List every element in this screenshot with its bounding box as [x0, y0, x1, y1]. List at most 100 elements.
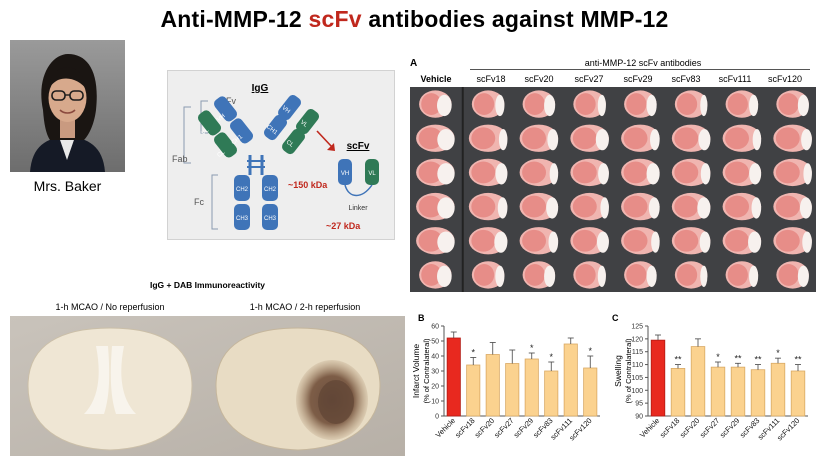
left-ch3-domain	[234, 204, 250, 230]
ttc-slice	[519, 227, 559, 255]
right-vl-domain	[296, 109, 320, 135]
bar	[790, 370, 806, 417]
y-axis-label-line2: (% of Contralateral)	[422, 338, 431, 404]
right-cl-text: CL	[285, 139, 295, 149]
ttc-slice	[722, 192, 762, 221]
x-tick-label: scFv27	[492, 416, 515, 439]
ttc-slice	[573, 261, 606, 289]
hinge	[247, 155, 265, 175]
col-head-scfv83: scFv83	[671, 74, 701, 84]
ttc-slice	[468, 192, 508, 221]
y-tick-label: 100	[631, 388, 643, 395]
left-cl-text: CL	[217, 149, 227, 159]
speaker-photo	[10, 40, 125, 172]
x-tick-label: scFv20	[473, 416, 496, 439]
ttc-slice	[776, 261, 809, 289]
scfv-vh-text: VH	[341, 171, 349, 177]
ttc-slice	[776, 90, 809, 118]
ttc-slice	[671, 192, 711, 221]
ttc-slice	[624, 261, 657, 289]
ttc-slice	[621, 192, 660, 221]
ttc-slice	[416, 192, 455, 221]
col-head-scfv111: scFv111	[718, 74, 752, 84]
igg-label: IgG	[252, 83, 269, 94]
panel-a-letter: A	[410, 58, 418, 69]
ttc-slice	[674, 261, 708, 289]
bar	[690, 346, 706, 417]
scfv-label: scFv	[347, 141, 370, 152]
slide-title: Anti-MMP-12 scFv antibodies against MMP-…	[0, 6, 829, 33]
right-vl-text: VL	[299, 120, 309, 130]
y-axis-label-line1: Infarct Volume	[411, 344, 421, 399]
bar	[730, 366, 746, 417]
right-fab-arm: CH1 VH CL VL	[264, 95, 320, 155]
ttc-slice	[522, 261, 556, 289]
linker-label: Linker	[348, 205, 368, 212]
ttc-slice	[722, 124, 762, 152]
arrow-icon	[327, 143, 335, 151]
x-tick-label: scFv20	[678, 416, 701, 439]
y-tick-label: 115	[632, 349, 643, 356]
fc-label: Fc	[194, 197, 204, 207]
left-vl-text: VL	[201, 127, 211, 137]
bar	[670, 368, 686, 417]
fab-label: Fab	[172, 154, 188, 164]
y-axis-label-line2: (% of Contralateral)	[624, 338, 633, 404]
col-head-scfv29: scFv29	[623, 74, 653, 84]
panel-a-group-title: anti-MMP-12 scFv antibodies	[584, 58, 702, 68]
ttc-slice-grid	[410, 87, 816, 292]
x-tick-label: scFv29	[718, 416, 741, 439]
fv-label: Fv	[226, 96, 236, 106]
significance-marker: *	[549, 352, 553, 362]
bar	[710, 366, 726, 417]
ttc-slice	[519, 192, 559, 221]
ttc-slice	[468, 124, 508, 152]
title-part-1: Anti-MMP-12	[160, 6, 309, 32]
right-vh-text: VH	[280, 105, 290, 115]
bar	[583, 367, 598, 417]
left-ch2-text: CH2	[236, 187, 249, 193]
y-tick-label: 30	[431, 369, 439, 376]
ttc-slice	[468, 158, 508, 187]
right-ch3-text: CH3	[264, 216, 277, 222]
y-tick-label: 125	[631, 324, 643, 331]
y-tick-label: 110	[632, 362, 643, 369]
bar	[485, 354, 500, 417]
scfv-mass-label: ~27 kDa	[326, 221, 361, 231]
x-tick-label: scFv18	[453, 416, 476, 439]
y-axis-label-line1: Swelling	[613, 355, 623, 387]
y-tick-label: 105	[631, 375, 643, 382]
antibody-diagram: IgG Fv Fab Fc VL VH CL CH1 CH1 VH CL VL	[167, 70, 395, 240]
scfv-vl-domain	[365, 159, 379, 185]
ttc-slice	[722, 158, 762, 187]
left-ch2-domain	[234, 175, 250, 201]
ttc-slice	[468, 227, 508, 255]
ttc-slice	[570, 227, 609, 255]
bar	[446, 337, 461, 417]
ttc-slice	[570, 124, 609, 152]
bar	[563, 343, 578, 417]
left-vl-domain	[198, 110, 222, 136]
ttc-slice	[773, 227, 812, 255]
y-tick-label: 120	[631, 336, 643, 343]
ttc-slice	[621, 227, 660, 255]
y-tick-label: 20	[431, 384, 439, 391]
y-tick-label: 50	[431, 339, 439, 346]
significance-marker: **	[754, 355, 762, 365]
col-head-scfv18: scFv18	[476, 74, 506, 84]
x-tick-label: scFv18	[658, 416, 681, 439]
ttc-slice	[419, 90, 452, 118]
immuno-stain-image	[10, 316, 405, 456]
panel-b-letter: B	[418, 313, 425, 323]
ttc-slice	[522, 90, 556, 118]
ventricle-left-a	[84, 346, 110, 414]
ttc-slice	[722, 227, 762, 255]
right-vh-domain	[278, 95, 302, 121]
x-tick-label: scFv29	[512, 416, 535, 439]
col-head-vehicle: Vehicle	[420, 74, 452, 84]
left-cl-domain	[214, 132, 238, 158]
right-ch2-text: CH2	[264, 187, 277, 193]
ttc-slice	[725, 90, 759, 118]
significance-marker: *	[588, 346, 592, 356]
left-vh-domain	[214, 96, 238, 122]
